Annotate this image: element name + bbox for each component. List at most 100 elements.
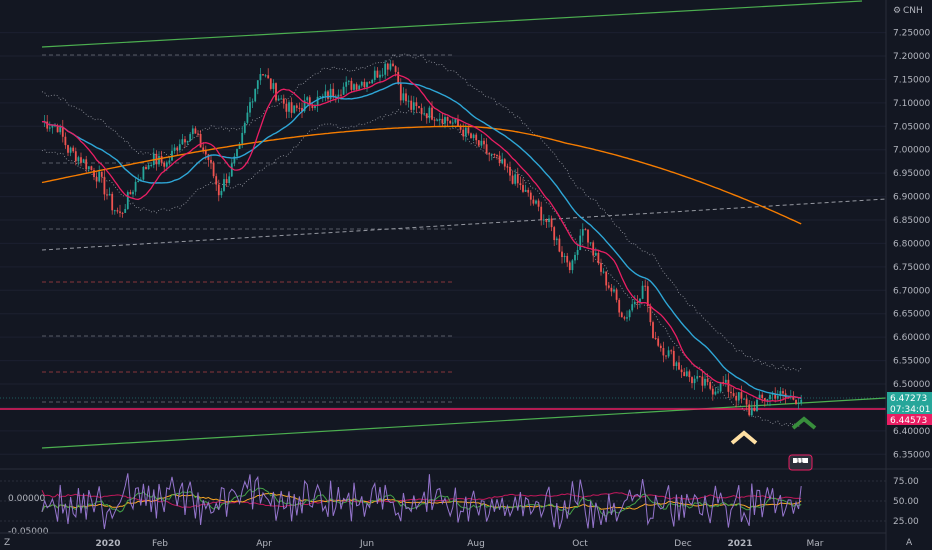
candle-body xyxy=(485,144,488,154)
ma-fast-line xyxy=(41,74,802,402)
candle-body xyxy=(558,238,561,252)
price-axis[interactable]: 7.25000 7.20000 7.15000 7.10000 7.05000 7.000… xyxy=(893,5,930,460)
oscillator-pane xyxy=(0,473,886,530)
candle-body xyxy=(758,394,761,400)
candle-body xyxy=(285,103,288,112)
candle-body xyxy=(225,179,228,184)
oscillator-axis[interactable]: 75.00 50.00 25.00 0.00000 -0.05000 xyxy=(8,477,919,537)
candle-body xyxy=(665,355,667,357)
candle-body xyxy=(64,136,67,146)
candle-body xyxy=(337,94,340,97)
news-badge[interactable]: 11 xyxy=(788,454,813,471)
candle-body xyxy=(496,155,498,157)
candle-body xyxy=(550,218,553,228)
candle-body xyxy=(490,153,493,155)
price-tick-label: 6.65000 xyxy=(893,310,930,320)
candle-body xyxy=(615,289,618,300)
candle-body xyxy=(59,126,62,133)
candle-body xyxy=(763,398,766,401)
candle-body xyxy=(475,134,478,141)
candle-body xyxy=(589,242,592,244)
candle-body xyxy=(189,134,192,142)
price-tick-label: 6.35000 xyxy=(893,450,930,460)
candle-body xyxy=(376,70,379,78)
candle-body xyxy=(405,93,407,102)
time-axis[interactable]: 2020 Feb Apr Jun Aug Oct Dec 2021 Mar xyxy=(95,539,823,549)
candle-body xyxy=(561,251,563,258)
candle-body xyxy=(282,98,285,104)
candle-body xyxy=(342,86,345,95)
candle-body xyxy=(259,74,262,81)
candle-body xyxy=(641,285,644,299)
candle-body xyxy=(288,102,290,112)
candle-body xyxy=(217,184,220,196)
candle-body xyxy=(368,82,371,84)
symbol-label[interactable]: ⚙ CNH xyxy=(889,3,929,17)
candle-body xyxy=(327,91,329,99)
candle-body xyxy=(639,298,641,303)
candle-body xyxy=(394,66,397,72)
candle-body xyxy=(269,78,272,89)
candle-body xyxy=(137,180,140,182)
pattern-markers xyxy=(730,416,817,445)
candle-body xyxy=(223,179,225,191)
candle-body xyxy=(748,404,751,416)
candle-body xyxy=(392,63,394,67)
candle-body xyxy=(202,147,205,151)
candle-body xyxy=(407,100,410,102)
price-tick-label: 7.25000 xyxy=(893,29,930,39)
candle-body xyxy=(532,199,535,204)
candle-body xyxy=(626,317,628,319)
candle-body xyxy=(272,83,275,89)
candle-body xyxy=(685,371,688,377)
corner-right-icon[interactable]: A xyxy=(906,538,913,548)
candle-body xyxy=(324,91,327,96)
candle-body xyxy=(724,379,727,383)
symbol-text: CNH xyxy=(903,6,923,16)
lower-channel-line xyxy=(41,397,887,449)
candle-body xyxy=(472,134,475,139)
candle-body xyxy=(675,362,678,367)
news-badge-count: 11 xyxy=(796,458,804,465)
candle-body xyxy=(529,192,532,200)
candle-body xyxy=(522,185,524,192)
candle-body xyxy=(706,378,709,383)
candle-body xyxy=(415,102,418,107)
candle-body xyxy=(72,147,75,152)
candle-body xyxy=(51,125,54,128)
candle-body xyxy=(446,117,449,121)
candle-body xyxy=(176,147,179,151)
svg-text:6.44573: 6.44573 xyxy=(890,416,927,426)
candle-body xyxy=(553,227,556,241)
candle-body xyxy=(113,210,116,212)
candle-body xyxy=(750,407,753,416)
candle-body xyxy=(246,112,249,123)
candle-body xyxy=(782,391,784,394)
candle-body xyxy=(306,97,309,101)
candle-body xyxy=(314,105,316,108)
candle-body xyxy=(605,271,608,286)
candle-body xyxy=(672,350,675,367)
candle-body xyxy=(631,304,634,311)
corner-left-icon[interactable]: Z xyxy=(4,538,10,548)
candle-body xyxy=(563,255,566,258)
time-tick-label: Apr xyxy=(256,539,272,549)
candle-body xyxy=(597,252,600,264)
candle-body xyxy=(158,156,160,165)
candle-body xyxy=(132,191,134,195)
candle-body xyxy=(290,102,293,113)
candle-body xyxy=(683,372,686,377)
svg-text:07:34:01: 07:34:01 xyxy=(890,405,930,415)
candle-body xyxy=(295,105,298,108)
candle-body xyxy=(633,302,636,305)
time-tick-label: Aug xyxy=(467,539,485,549)
candle-body xyxy=(698,376,701,378)
candle-body xyxy=(186,141,189,143)
candle-body xyxy=(646,286,649,306)
ma-mid-line xyxy=(41,82,802,399)
candle-body xyxy=(509,166,511,176)
candle-body xyxy=(740,392,743,399)
candle-body xyxy=(207,154,210,160)
candle-body xyxy=(711,388,714,395)
